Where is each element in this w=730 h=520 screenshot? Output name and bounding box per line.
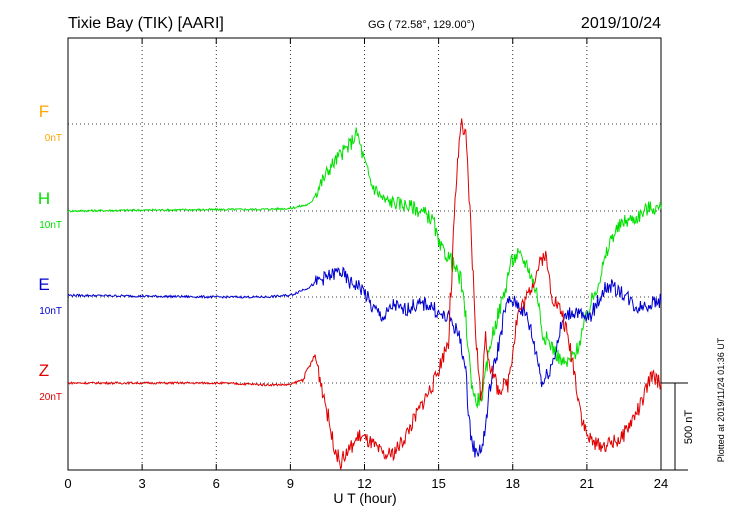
grid-layer: [68, 38, 661, 470]
series-label-h: H: [38, 189, 50, 208]
coordinates-label: GG ( 72.58°, 129.00°): [368, 19, 475, 31]
x-tick-label: 6: [213, 476, 220, 491]
series-line-h: [67, 127, 662, 409]
series-line-e: [67, 266, 662, 458]
plotted-note: Plotted at 2019/11/24 01:36 UT: [716, 337, 726, 462]
date-label: 2019/10/24: [581, 15, 661, 32]
series-scale-z: 20nT: [39, 392, 62, 403]
x-tick-label: 24: [654, 476, 668, 491]
series-labels: F 0nT H 10nT E 10nT Z 20nT: [38, 102, 62, 403]
series-label-e: E: [38, 275, 49, 294]
series-scale-f: 0nT: [45, 133, 62, 144]
x-axis-ticks: 0 3 6 9 12 15 18 21 24: [64, 38, 668, 491]
station-title: Tixie Bay (TIK) [AARI]: [68, 15, 224, 32]
series-line-z: [67, 118, 662, 470]
x-axis-title: U T (hour): [333, 490, 396, 506]
x-tick-label: 0: [64, 476, 71, 491]
series-label-z: Z: [39, 361, 49, 380]
x-tick-label: 9: [287, 476, 294, 491]
x-tick-label: 15: [431, 476, 445, 491]
x-tick-label: 12: [357, 476, 371, 491]
scale-bar-label: 500 nT: [683, 410, 695, 445]
x-tick-label: 18: [506, 476, 520, 491]
scale-bar: 500 nT: [661, 382, 695, 471]
x-tick-label: 3: [139, 476, 146, 491]
series-scale-h: 10nT: [39, 220, 62, 231]
series-layer: [67, 118, 662, 470]
series-label-f: F: [39, 102, 49, 121]
series-scale-e: 10nT: [39, 306, 62, 317]
x-tick-label: 21: [580, 476, 594, 491]
